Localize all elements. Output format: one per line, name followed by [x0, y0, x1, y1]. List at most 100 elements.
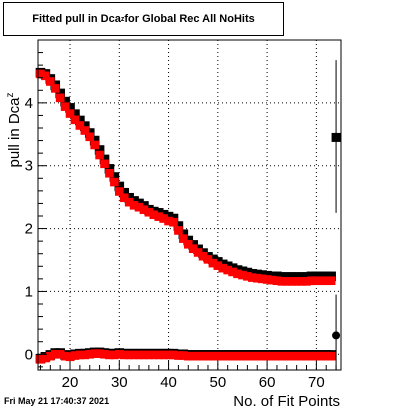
data-point-red: [149, 350, 159, 360]
data-point-red: [198, 351, 208, 361]
axis-ticks: 20 30 40 50 60 70 0 1 2 3 4: [25, 52, 337, 391]
data-point-black: [173, 221, 184, 231]
data-point-red: [238, 270, 247, 280]
data-point-red: [321, 351, 331, 361]
data-point-red: [272, 276, 282, 286]
data-point-black: [291, 272, 302, 282]
data-point-red: [129, 201, 139, 210]
x-tick-label: 40: [160, 374, 177, 391]
data-point-red: [159, 350, 168, 360]
data-point-red: [316, 351, 326, 361]
data-point-red: [302, 351, 311, 361]
data-point-red: [164, 350, 173, 360]
data-point-red: [228, 267, 237, 277]
data-point-red: [257, 274, 267, 284]
data-point-red: [228, 351, 237, 361]
data-point-red: [85, 349, 95, 359]
overflow-point-circle: [332, 331, 341, 340]
data-point-red: [188, 244, 198, 253]
data-point-red: [233, 269, 242, 279]
data-point-red: [75, 121, 85, 130]
data-point-red: [233, 351, 242, 361]
data-point-red: [312, 351, 321, 361]
data-point-red: [321, 276, 331, 286]
data-point-red: [252, 351, 262, 361]
data-point-red: [252, 273, 262, 283]
data-point-red: [262, 275, 272, 284]
data-point-black: [70, 109, 80, 119]
data-point-black: [272, 271, 282, 282]
data-point-red: [203, 255, 213, 264]
data-point-red: [144, 350, 154, 360]
data-point-red: [50, 84, 60, 93]
data-point-red: [70, 115, 80, 125]
data-point-black: [124, 192, 134, 203]
y-tick-label: 0: [25, 346, 33, 363]
data-point-red: [257, 351, 267, 361]
y-tick-label: 1: [25, 283, 33, 300]
data-point-red: [65, 109, 75, 118]
data-point-red: [95, 150, 104, 160]
data-point-red: [139, 350, 149, 360]
data-point-black: [75, 115, 85, 126]
data-point-red: [287, 277, 297, 286]
data-point-red: [208, 258, 218, 268]
data-point-red: [90, 140, 99, 150]
data-point-red: [169, 350, 178, 360]
data-point-black: [114, 181, 125, 192]
data-point-black: [104, 164, 115, 174]
data-point-red: [60, 351, 70, 361]
data-point-red: [80, 350, 90, 360]
data-point-red: [262, 351, 272, 361]
data-point-red: [277, 277, 287, 286]
data-point-red: [159, 214, 168, 223]
data-point-red: [65, 352, 75, 362]
y-axis-label: pull in Dcaz: [5, 92, 23, 167]
data-point-red: [105, 168, 114, 178]
data-point-black: [60, 96, 70, 107]
data-point-red: [198, 251, 208, 261]
data-point-red: [105, 350, 114, 360]
data-point-red: [41, 353, 50, 363]
data-point-red: [287, 351, 297, 361]
data-point-red: [75, 350, 85, 360]
data-point-red: [154, 350, 164, 360]
data-point-red: [297, 351, 306, 361]
y-axis-label-sub: z: [5, 92, 16, 97]
data-point-red: [326, 276, 336, 286]
overflow-point-square: [331, 132, 341, 142]
data-point-black: [306, 271, 317, 282]
data-point-red: [50, 349, 60, 359]
data-point-red: [110, 177, 119, 187]
grid-lines: [38, 40, 341, 370]
data-point-black: [129, 196, 139, 206]
data-point-red: [183, 351, 193, 361]
data-point-red: [272, 351, 282, 361]
data-point-black: [296, 272, 307, 282]
x-tick-label: 30: [111, 374, 128, 391]
data-point-red: [316, 276, 326, 286]
data-point-red: [223, 265, 232, 275]
data-point-red: [267, 351, 277, 361]
data-point-red: [114, 349, 124, 359]
data-point-red: [139, 205, 149, 215]
data-point-red: [292, 351, 301, 361]
data-point-red: [307, 276, 316, 286]
data-point-red: [277, 351, 287, 361]
data-point-red: [149, 210, 159, 220]
x-tick-label: 60: [259, 374, 276, 391]
data-point-black: [109, 172, 120, 182]
data-point-red: [238, 351, 247, 361]
data-point-red: [36, 69, 45, 79]
timestamp-footer: Fri May 21 17:40:37 2021: [4, 396, 110, 406]
data-point-red: [134, 350, 144, 360]
data-point-black: [94, 145, 105, 155]
chart-title-main: Fitted pull in Dca: [32, 13, 121, 25]
x-tick-label: 70: [308, 374, 325, 391]
data-point-red: [203, 351, 213, 361]
data-point-red: [326, 351, 336, 361]
data-point-black: [89, 135, 100, 146]
y-tick-label: 2: [25, 221, 33, 238]
data-point-black: [321, 271, 332, 282]
data-point-black: [55, 88, 65, 99]
